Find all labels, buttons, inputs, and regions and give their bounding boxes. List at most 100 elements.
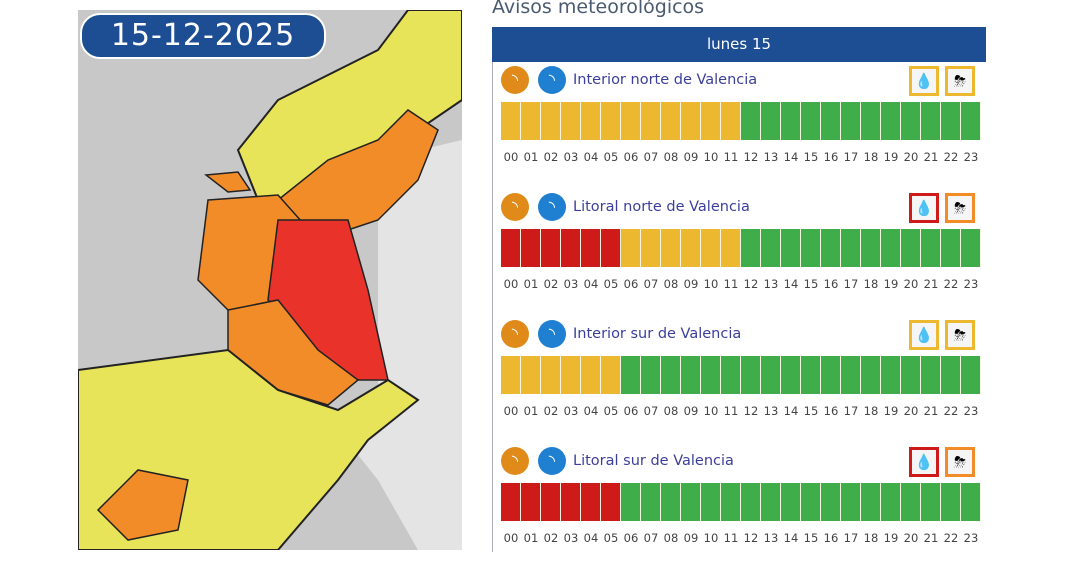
storm-warning-icon[interactable]: ⛈ — [945, 447, 975, 477]
hour-cell[interactable] — [661, 229, 681, 267]
hour-cell[interactable] — [521, 483, 541, 521]
hour-cell[interactable] — [801, 102, 821, 140]
hour-cell[interactable] — [901, 483, 921, 521]
hour-cell[interactable] — [561, 356, 581, 394]
hour-cell[interactable] — [761, 102, 781, 140]
hour-cell[interactable] — [881, 356, 901, 394]
rss-blue-icon[interactable]: ◝ — [538, 66, 566, 94]
hour-cell[interactable] — [821, 483, 841, 521]
rss-orange-icon[interactable]: ◝ — [501, 66, 529, 94]
hour-cell[interactable] — [781, 229, 801, 267]
hour-cell[interactable] — [781, 483, 801, 521]
hour-cell[interactable] — [941, 229, 961, 267]
hour-cell[interactable] — [581, 483, 601, 521]
zone-name[interactable]: Litoral norte de Valencia — [573, 199, 750, 215]
hour-cell[interactable] — [961, 102, 981, 140]
hour-cell[interactable] — [721, 356, 741, 394]
hour-cell[interactable] — [621, 356, 641, 394]
hour-cell[interactable] — [741, 356, 761, 394]
hour-cell[interactable] — [881, 229, 901, 267]
hour-cell[interactable] — [961, 483, 981, 521]
rss-orange-icon[interactable]: ◝ — [501, 320, 529, 348]
hour-cell[interactable] — [861, 483, 881, 521]
storm-warning-icon[interactable]: ⛈ — [945, 66, 975, 96]
rain-warning-icon[interactable]: 💧 — [909, 320, 939, 350]
hour-cell[interactable] — [841, 356, 861, 394]
hour-cell[interactable] — [941, 483, 961, 521]
hour-cell[interactable] — [561, 102, 581, 140]
hour-cell[interactable] — [561, 483, 581, 521]
hour-cell[interactable] — [721, 102, 741, 140]
hour-cell[interactable] — [821, 356, 841, 394]
hour-cell[interactable] — [701, 356, 721, 394]
hour-cell[interactable] — [921, 102, 941, 140]
hour-cell[interactable] — [581, 102, 601, 140]
hour-cell[interactable] — [661, 356, 681, 394]
hour-cell[interactable] — [681, 356, 701, 394]
hour-cell[interactable] — [881, 483, 901, 521]
hour-cell[interactable] — [581, 356, 601, 394]
hour-cell[interactable] — [601, 483, 621, 521]
hour-cell[interactable] — [881, 102, 901, 140]
hour-cell[interactable] — [921, 483, 941, 521]
hour-cell[interactable] — [861, 356, 881, 394]
hour-cell[interactable] — [721, 229, 741, 267]
hour-cell[interactable] — [801, 229, 821, 267]
rss-blue-icon[interactable]: ◝ — [538, 447, 566, 475]
hour-cell[interactable] — [941, 356, 961, 394]
hour-cell[interactable] — [861, 102, 881, 140]
hour-cell[interactable] — [921, 356, 941, 394]
hour-cell[interactable] — [721, 483, 741, 521]
hour-cell[interactable] — [901, 356, 921, 394]
zone-name[interactable]: Interior sur de Valencia — [573, 326, 742, 342]
hour-cell[interactable] — [741, 483, 761, 521]
hour-cell[interactable] — [781, 356, 801, 394]
hour-cell[interactable] — [521, 102, 541, 140]
rss-orange-icon[interactable]: ◝ — [501, 193, 529, 221]
hour-cell[interactable] — [781, 102, 801, 140]
hour-cell[interactable] — [701, 483, 721, 521]
hour-cell[interactable] — [621, 229, 641, 267]
hour-cell[interactable] — [841, 229, 861, 267]
hour-cell[interactable] — [741, 229, 761, 267]
hour-cell[interactable] — [701, 229, 721, 267]
hour-cell[interactable] — [621, 102, 641, 140]
hour-cell[interactable] — [521, 356, 541, 394]
hour-cell[interactable] — [501, 356, 521, 394]
rss-blue-icon[interactable]: ◝ — [538, 320, 566, 348]
hour-cell[interactable] — [841, 483, 861, 521]
rain-warning-icon[interactable]: 💧 — [909, 193, 939, 223]
hour-cell[interactable] — [821, 229, 841, 267]
day-header[interactable]: lunes 15 — [492, 27, 986, 62]
hour-cell[interactable] — [501, 102, 521, 140]
hour-cell[interactable] — [681, 483, 701, 521]
hour-cell[interactable] — [601, 229, 621, 267]
hour-cell[interactable] — [621, 483, 641, 521]
hour-cell[interactable] — [641, 102, 661, 140]
hour-cell[interactable] — [661, 483, 681, 521]
hour-cell[interactable] — [561, 229, 581, 267]
hour-cell[interactable] — [901, 229, 921, 267]
hour-cell[interactable] — [761, 483, 781, 521]
hour-cell[interactable] — [541, 356, 561, 394]
hour-cell[interactable] — [641, 229, 661, 267]
hour-cell[interactable] — [861, 229, 881, 267]
zone-name[interactable]: Interior norte de Valencia — [573, 72, 758, 88]
hour-cell[interactable] — [641, 356, 661, 394]
hour-cell[interactable] — [761, 356, 781, 394]
rss-orange-icon[interactable]: ◝ — [501, 447, 529, 475]
hour-cell[interactable] — [961, 229, 981, 267]
rain-warning-icon[interactable]: 💧 — [909, 447, 939, 477]
hour-cell[interactable] — [521, 229, 541, 267]
hour-cell[interactable] — [641, 483, 661, 521]
hour-cell[interactable] — [501, 483, 521, 521]
hour-cell[interactable] — [541, 229, 561, 267]
hour-cell[interactable] — [681, 229, 701, 267]
hour-cell[interactable] — [501, 229, 521, 267]
hour-cell[interactable] — [801, 356, 821, 394]
hour-cell[interactable] — [581, 229, 601, 267]
hour-cell[interactable] — [701, 102, 721, 140]
hour-cell[interactable] — [681, 102, 701, 140]
hour-cell[interactable] — [541, 483, 561, 521]
hour-cell[interactable] — [921, 229, 941, 267]
